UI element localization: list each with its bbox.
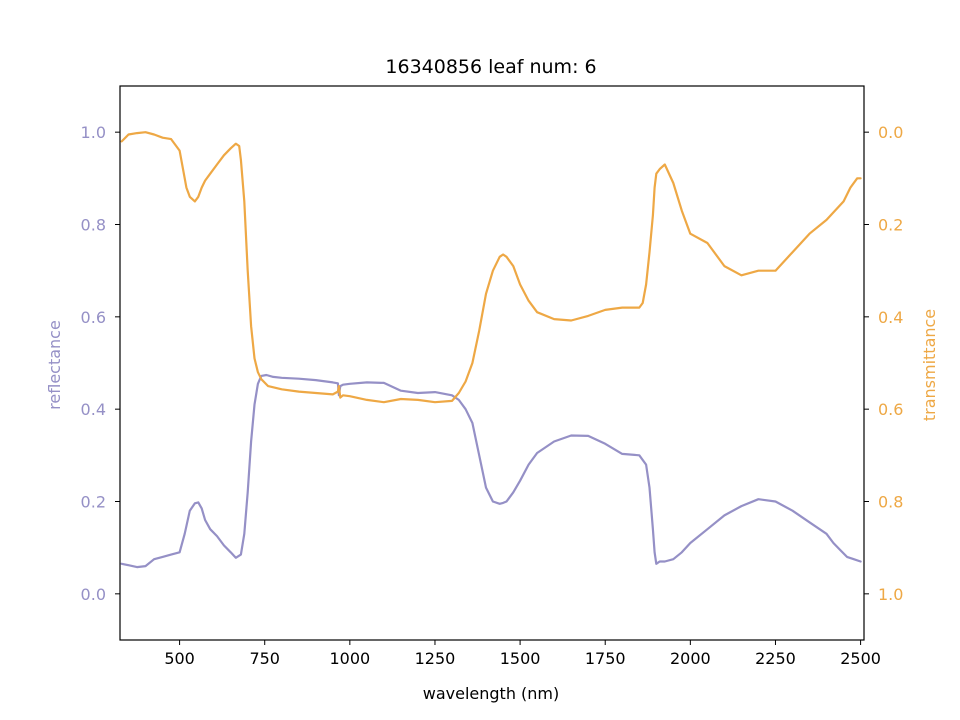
- x-tick-label: 1500: [500, 649, 541, 668]
- y-left-tick-label: 0.0: [81, 585, 106, 604]
- x-tick-label: 2000: [670, 649, 711, 668]
- x-tick-label: 1750: [585, 649, 626, 668]
- reflectance-series-line: [120, 373, 862, 569]
- x-tick-label: 2500: [840, 649, 881, 668]
- y-right-tick-label: 1.0: [878, 585, 903, 604]
- x-axis-label: wavelength (nm): [423, 684, 560, 703]
- y-left-tick-label: 0.6: [81, 308, 106, 327]
- y-axis-left-label: reflectance: [45, 320, 64, 410]
- x-tick-label: 500: [164, 649, 195, 668]
- x-tick-label: 2250: [755, 649, 796, 668]
- plot-frame: [119, 85, 865, 641]
- y-left-tick-label: 0.8: [81, 216, 106, 235]
- y-axis-right-label: transmittance: [920, 309, 939, 421]
- x-tick-label: 750: [249, 649, 280, 668]
- ticks-layer: 500 750 1000 1250 1500 1750 2000 2250 2500 0.0 0.2…: [81, 123, 904, 668]
- series-layer: [120, 131, 862, 569]
- y-right-tick-label: 0.8: [878, 493, 903, 512]
- x-tick-label: 1000: [329, 649, 370, 668]
- y-left-tick-label: 0.2: [81, 493, 106, 512]
- transmittance-series-line: [120, 131, 862, 404]
- chart-title: 16340856 leaf num: 6: [385, 56, 596, 78]
- y-right-tick-label: 0.2: [878, 216, 903, 235]
- y-left-tick-label: 1.0: [81, 123, 106, 142]
- y-right-tick-label: 0.4: [878, 308, 903, 327]
- y-left-tick-label: 0.4: [81, 400, 106, 419]
- y-right-tick-label: 0.0: [878, 123, 903, 142]
- y-right-tick-label: 0.6: [878, 400, 903, 419]
- x-tick-label: 1250: [415, 649, 456, 668]
